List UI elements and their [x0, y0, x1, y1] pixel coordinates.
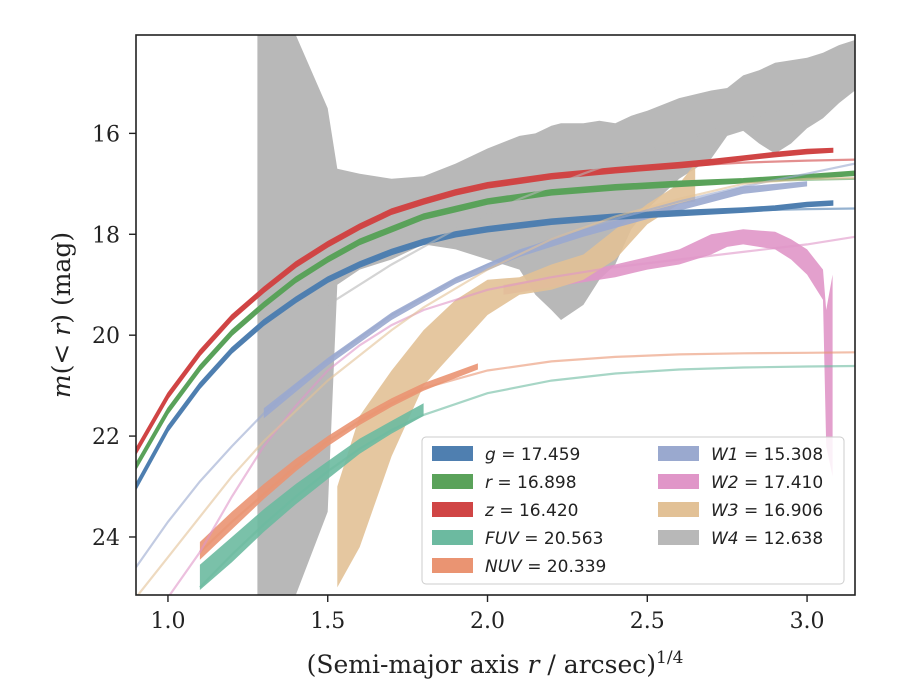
legend-label: NUV = 20.339: [485, 557, 606, 577]
series-model-g: [136, 207, 855, 488]
series-band-fuv: [199, 403, 424, 590]
x-tick-label: 1.0: [150, 609, 185, 634]
legend-swatch: [432, 474, 473, 489]
series-band-g: [136, 200, 834, 490]
series-model-fuv: [199, 364, 855, 589]
series-model-z: [136, 158, 855, 452]
series-band-w4: [257, 35, 855, 595]
series-model-w1: [136, 162, 855, 568]
legend: g = 17.459 r = 16.898 z = 16.420 FUV = 20.5…: [421, 436, 845, 585]
legend-swatch: [432, 530, 473, 545]
series-model-lines: [136, 86, 855, 595]
legend-label: g = 17.459: [485, 445, 580, 465]
legend-label: W1 = 15.308: [711, 445, 823, 465]
x-tick-label: 1.5: [310, 609, 345, 634]
y-tick-label: 20: [92, 324, 120, 349]
x-axis-label: (Semi-major axis r / arcsec)1/4: [307, 648, 684, 679]
y-tick-label: 24: [92, 526, 120, 551]
legend-label: z = 16.420: [484, 501, 578, 521]
legend-swatch: [658, 530, 699, 545]
legend-label: W4 = 12.638: [711, 529, 823, 549]
y-tick-label: 16: [92, 122, 120, 147]
legend-swatch: [658, 446, 699, 461]
series-model-w3: [136, 176, 855, 595]
legend-label: FUV = 20.563: [485, 529, 603, 549]
y-axis-label: m(< r) (mag): [47, 232, 76, 398]
series-band-z: [136, 147, 834, 456]
series-band-r: [136, 170, 855, 471]
legend-label: W2 = 17.410: [711, 473, 823, 493]
x-tick-label: 2.0: [470, 609, 505, 634]
plot-frame: [135, 34, 856, 596]
legend-frame: [421, 436, 845, 585]
legend-label: r = 16.898: [485, 473, 577, 493]
series-model-nuv: [199, 351, 855, 553]
y-tick-label: 22: [92, 425, 120, 450]
series-model-r: [136, 177, 855, 467]
x-tick-label: 3.0: [790, 609, 825, 634]
x-axis: 1.0 1.5 2.0 2.5 3.0: [150, 595, 825, 634]
y-axis: 16 18 20 22 24: [92, 122, 136, 551]
y-tick-label: 18: [92, 223, 120, 248]
x-tick-label: 2.5: [630, 609, 665, 634]
legend-swatch: [432, 558, 473, 573]
legend-swatch: [658, 502, 699, 517]
legend-swatch: [432, 502, 473, 517]
legend-label: W3 = 16.906: [711, 501, 823, 521]
legend-swatch: [432, 446, 473, 461]
series-band-w2: [503, 229, 833, 477]
series-model-w4: [327, 86, 855, 306]
legend-swatch: [658, 474, 699, 489]
